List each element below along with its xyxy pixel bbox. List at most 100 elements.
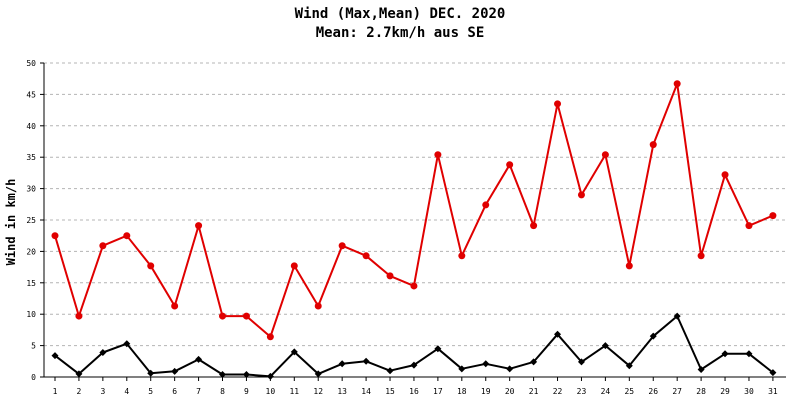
x-tick-label: 9: [244, 387, 249, 396]
data-point: [649, 141, 657, 149]
data-point: [410, 282, 418, 290]
data-point: [219, 312, 227, 320]
x-tick-label: 11: [289, 387, 299, 396]
x-tick-label: 19: [481, 387, 491, 396]
data-point: [314, 302, 322, 310]
x-tick-label: 22: [553, 387, 563, 396]
x-tick-label: 21: [529, 387, 539, 396]
x-tick-label: 25: [624, 387, 634, 396]
data-point: [75, 370, 83, 378]
data-point: [386, 272, 394, 280]
data-point: [242, 312, 250, 320]
data-point: [721, 171, 729, 179]
data-point: [673, 312, 681, 320]
data-point: [51, 232, 59, 240]
data-point: [242, 370, 250, 378]
x-tick-label: 14: [361, 387, 371, 396]
x-tick-label: 7: [196, 387, 201, 396]
data-point: [530, 222, 538, 230]
data-point: [51, 352, 59, 360]
data-point: [338, 242, 346, 250]
data-point: [99, 349, 107, 357]
data-point: [266, 372, 274, 380]
x-tick-label: 24: [601, 387, 611, 396]
x-tick-label: 31: [768, 387, 778, 396]
data-point: [745, 350, 753, 358]
data-point: [147, 369, 155, 377]
data-point: [649, 332, 657, 340]
data-point: [290, 262, 298, 270]
data-point: [266, 333, 274, 341]
data-point: [482, 201, 490, 209]
data-point: [577, 191, 585, 199]
x-tick-label: 13: [337, 387, 347, 396]
data-point: [314, 370, 322, 378]
data-point: [386, 367, 394, 375]
data-point: [290, 348, 298, 356]
y-tick-label: 45: [26, 90, 36, 99]
grid-lines: [44, 62, 786, 347]
x-tick-label: 6: [172, 387, 177, 396]
x-tick-label: 10: [266, 387, 276, 396]
data-point: [577, 358, 585, 366]
data-point: [338, 360, 346, 368]
y-tick-label: 15: [26, 279, 36, 288]
data-point: [123, 232, 131, 240]
data-point: [434, 151, 442, 159]
data-point: [99, 242, 107, 250]
data-point: [171, 367, 179, 375]
y-tick-label: 10: [26, 310, 36, 319]
data-point: [745, 222, 753, 230]
y-tick-label: 35: [26, 153, 36, 162]
data-point: [147, 262, 155, 270]
y-tick-label: 25: [26, 216, 36, 225]
x-tick-label: 2: [77, 387, 82, 396]
data-point: [601, 342, 609, 350]
x-tick-label: 4: [124, 387, 129, 396]
data-point: [458, 252, 466, 260]
data-point: [482, 360, 490, 368]
x-tick-label: 30: [744, 387, 754, 396]
y-axis-label: Wind in km/h: [4, 179, 18, 266]
x-tick-label: 18: [457, 387, 467, 396]
x-tick-label: 17: [433, 387, 443, 396]
y-tick-label: 20: [26, 247, 36, 256]
chart-subtitle: Mean: 2.7km/h aus SE: [316, 25, 485, 41]
x-tick-label: 3: [100, 387, 105, 396]
data-point: [434, 345, 442, 353]
data-point: [362, 252, 370, 260]
x-tick-label: 20: [505, 387, 515, 396]
x-tick-label: 5: [148, 387, 153, 396]
data-point: [458, 365, 466, 373]
data-point: [410, 361, 418, 369]
chart-title: Wind (Max,Mean) DEC. 2020: [295, 6, 506, 22]
series-1: [51, 312, 777, 380]
x-tick-label: 16: [409, 387, 419, 396]
data-point: [625, 362, 633, 370]
data-point: [673, 80, 681, 88]
x-tick-label: 28: [696, 387, 706, 396]
y-tick-label: 5: [31, 342, 36, 351]
data-point: [506, 365, 514, 373]
data-point: [554, 330, 562, 338]
data-point: [195, 222, 203, 230]
x-tick-label: 8: [220, 387, 225, 396]
y-tick-label: 40: [26, 122, 36, 131]
axes: [40, 62, 786, 381]
data-point: [769, 212, 777, 220]
x-tick-label: 29: [720, 387, 730, 396]
y-tick-label: 0: [31, 373, 36, 382]
data-point: [697, 252, 705, 260]
x-tick-label: 26: [648, 387, 658, 396]
data-point: [506, 161, 514, 169]
series: [51, 80, 777, 380]
data-point: [625, 262, 633, 270]
data-point: [75, 312, 83, 320]
data-point: [530, 358, 538, 366]
y-tick-label: 50: [26, 59, 36, 68]
data-point: [195, 355, 203, 363]
x-tick-label: 1: [53, 387, 58, 396]
